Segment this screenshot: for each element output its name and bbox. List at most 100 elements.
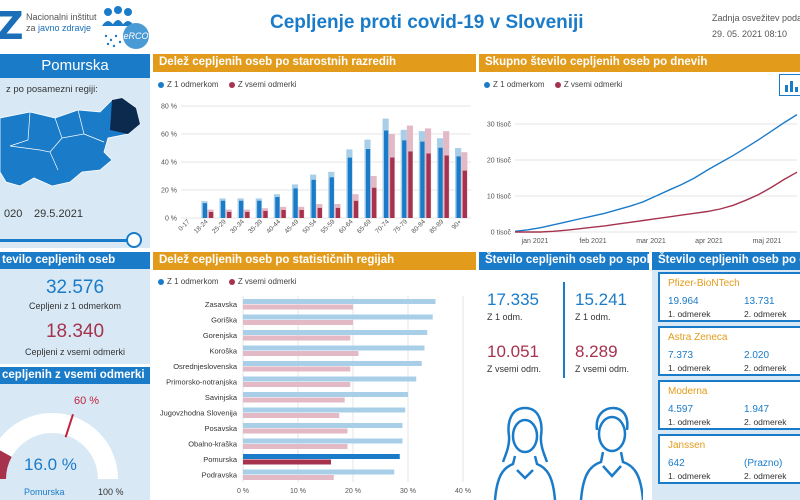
age-legend: Z 1 odmerkom Z vsemi odmerki bbox=[158, 80, 297, 89]
female-first-value: 17.335 bbox=[487, 290, 539, 309]
chart-view-toggle-button[interactable] bbox=[779, 74, 800, 96]
bar-first-dose bbox=[220, 200, 226, 218]
gauge-target-marker bbox=[64, 414, 74, 438]
bar-full-dose bbox=[243, 428, 348, 434]
bar-full-dose bbox=[243, 351, 359, 356]
vaccine-panel-title: Število cepljenih oseb po cep bbox=[652, 252, 800, 270]
vaccine-card-pfizer: Pfizer-BioNTech 19.964 1. odmerek 13.731… bbox=[658, 272, 800, 322]
gauge-target-label: 60 % bbox=[74, 395, 100, 407]
x-tick-label: 30 % bbox=[400, 488, 416, 495]
region-bar-chart: 0 % 10 % 20 % 30 % 40 % Zasavska Goriška Gorenj… bbox=[160, 296, 471, 495]
female-first-label: Z 1 odm. bbox=[487, 312, 523, 322]
bar-full-dose bbox=[243, 382, 351, 387]
gauge-title: cepljenih z vsemi odmerki bbox=[0, 367, 150, 384]
region-name: Pomurska bbox=[0, 54, 150, 78]
vaccine-first-value: 4.597 bbox=[668, 404, 694, 415]
legend-full-label: Z vsemi odmerki bbox=[563, 80, 623, 89]
x-tick-label: apr 2021 bbox=[695, 238, 723, 245]
last-update: Zadnja osvežitev podat 29. 05. 2021 08:1… bbox=[712, 10, 800, 42]
region-label: Savinjska bbox=[205, 393, 238, 402]
vaccine-second-label: 2. odmerek bbox=[744, 309, 787, 319]
y-tick-label: 60 % bbox=[161, 132, 177, 139]
vaccine-name: Moderna bbox=[668, 386, 708, 397]
bar-full-dose bbox=[243, 304, 353, 310]
vaccine-second-label: 2. odmerek bbox=[744, 417, 787, 427]
bar-first-dose bbox=[402, 140, 407, 218]
legend-dot-full bbox=[554, 81, 561, 88]
full-dose-label: Cepljeni z vsemi odmerki bbox=[24, 347, 126, 357]
first-dose-label: Cepljeni z 1 odmerkom bbox=[28, 301, 122, 311]
legend-first-label: Z 1 odmerkom bbox=[167, 80, 219, 89]
male-first-value: 15.241 bbox=[575, 290, 627, 309]
date-slider-handle[interactable] bbox=[126, 232, 142, 248]
org-line-2: za javno zdravje bbox=[26, 23, 92, 33]
legend-dot-first bbox=[484, 81, 490, 88]
bar-full-dose bbox=[408, 151, 413, 218]
vaccine-second-value: (Prazno) bbox=[744, 458, 783, 469]
full-dose-count: 18.340 bbox=[45, 321, 105, 342]
y-tick-label: 40 % bbox=[161, 160, 177, 167]
bar-first-dose bbox=[243, 299, 436, 304]
legend-first-label: Z 1 odmerkom bbox=[167, 277, 219, 286]
bar-full-dose bbox=[243, 459, 331, 465]
bar-first-dose bbox=[347, 157, 353, 218]
bar-full-dose bbox=[281, 209, 286, 218]
bar-full-dose bbox=[335, 207, 341, 218]
daily-line-chart: 0 tisoč 10 tisoč 20 tisoč 30 tisoč jan 2021 f… bbox=[487, 114, 798, 245]
region-label: Koroška bbox=[209, 347, 237, 356]
x-tick-label: 10 % bbox=[290, 488, 306, 495]
date-slider-track[interactable] bbox=[0, 239, 128, 242]
gauge-max: 100 % bbox=[98, 487, 124, 497]
region-label: Goriška bbox=[211, 316, 238, 325]
bar-full-dose bbox=[243, 335, 351, 341]
gauge-region: Pomurska bbox=[24, 487, 65, 497]
bar-first-dose bbox=[293, 188, 298, 218]
bar-first-dose bbox=[243, 469, 395, 475]
x-tick-label: 60-64 bbox=[338, 218, 355, 235]
age-chart-title: Delež cepljenih oseb po starostnih razre… bbox=[153, 54, 476, 72]
bar-first-dose bbox=[329, 177, 334, 218]
bar-chart-icon bbox=[785, 81, 798, 92]
gender-divider bbox=[563, 282, 565, 378]
gauge-value: 16.0 % bbox=[24, 455, 77, 474]
vaccine-second-value: 13.731 bbox=[744, 296, 775, 307]
gender-panel-title: Število cepljenih oseb po spolu bbox=[479, 252, 649, 270]
legend-first-label: Z 1 odmerkom bbox=[493, 80, 545, 89]
vaccine-second-label: 2. odmerek bbox=[744, 471, 787, 481]
org-line-1: Nacionalni inštitut bbox=[26, 12, 97, 22]
x-tick-label: 25-29 bbox=[211, 218, 228, 235]
slovenia-map[interactable] bbox=[0, 90, 150, 200]
region-label: Pomurska bbox=[203, 455, 238, 464]
bar-first-dose bbox=[243, 454, 400, 459]
y-tick-label: 80 % bbox=[161, 104, 177, 111]
x-tick-label: 0 % bbox=[237, 488, 249, 495]
x-tick-label: 90+ bbox=[451, 218, 464, 231]
female-icon bbox=[493, 406, 557, 500]
x-tick-label: 40-44 bbox=[265, 218, 282, 235]
x-tick-label: 20 % bbox=[345, 488, 361, 495]
bar-full-dose bbox=[353, 200, 359, 218]
vaccine-second-value: 2.020 bbox=[744, 350, 770, 361]
bar-full-dose bbox=[462, 170, 467, 218]
bar-full-dose bbox=[245, 211, 250, 218]
legend-dot-first bbox=[158, 81, 164, 88]
male-icon bbox=[579, 406, 643, 500]
bar-first-dose bbox=[365, 149, 371, 218]
bar-full-dose bbox=[444, 155, 449, 218]
bar-first-dose bbox=[438, 147, 443, 218]
male-full-value: 8.289 bbox=[575, 342, 618, 361]
vaccine-first-label: 1. odmerek bbox=[668, 471, 711, 481]
x-tick-label: 70-74 bbox=[374, 218, 391, 235]
svg-text:eRCO: eRCO bbox=[123, 31, 148, 41]
vaccine-first-label: 1. odmerek bbox=[668, 309, 711, 319]
bar-full-dose bbox=[243, 366, 351, 372]
x-tick-label: mar 2021 bbox=[636, 238, 666, 245]
legend-dot-full bbox=[228, 81, 235, 88]
vaccine-second-value: 1.947 bbox=[744, 404, 770, 415]
male-first-label: Z 1 odm. bbox=[575, 312, 611, 322]
region-chart-title: Delež cepljenih oseb po statističnih reg… bbox=[153, 252, 476, 270]
age-bar-chart: 0 % 20 % 40 % 60 % 80 % 0-17 18-24 25-29 30-34 35… bbox=[161, 104, 471, 235]
vaccine-first-value: 19.964 bbox=[668, 296, 699, 307]
region-label: Jugovzhodna Slovenija bbox=[160, 409, 238, 418]
region-legend: Z 1 odmerkom Z vsemi odmerki bbox=[158, 277, 297, 286]
